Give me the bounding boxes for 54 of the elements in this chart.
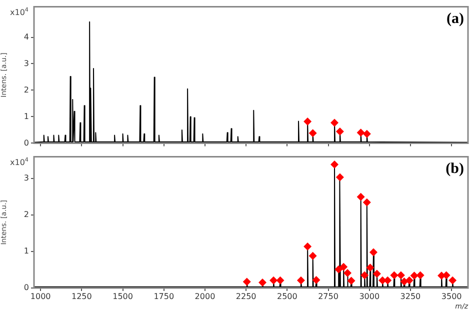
point: [258, 278, 267, 287]
y-tick-label: 4: [24, 32, 29, 42]
point: [372, 270, 381, 278]
x-tick-label: 1000: [30, 292, 51, 301]
y-tick-label: 3: [24, 58, 29, 68]
point: [308, 129, 317, 138]
annotation: (b): [446, 160, 464, 177]
x-tick-label: 3500: [441, 292, 462, 301]
point: [405, 276, 414, 284]
point: [390, 271, 398, 280]
point: [296, 276, 305, 284]
point: [396, 271, 405, 280]
point: [448, 276, 457, 284]
x-tick-label: 2250: [236, 292, 256, 301]
x-tick-label: 3000: [359, 292, 380, 301]
annotation: (a): [446, 10, 464, 27]
point: [270, 276, 278, 284]
y-tick-label: 0: [24, 283, 29, 292]
point: [362, 198, 371, 206]
point: [410, 272, 418, 280]
point: [276, 276, 284, 284]
point: [366, 264, 374, 272]
point: [340, 262, 348, 271]
y-tick-label: 2: [24, 210, 29, 220]
point: [334, 265, 343, 274]
x-tick-label: 1750: [154, 292, 174, 301]
point: [362, 130, 371, 138]
point: [330, 160, 339, 168]
point: [336, 173, 344, 182]
point: [330, 118, 339, 127]
point: [336, 128, 344, 136]
point: [356, 128, 365, 137]
point: [304, 242, 312, 250]
point: [347, 276, 356, 285]
point: [304, 117, 312, 126]
point: [356, 192, 365, 201]
point: [369, 248, 378, 256]
point: [360, 271, 369, 280]
y-tick-label: 3: [24, 174, 29, 183]
y-tick-label: 0: [24, 138, 29, 148]
y-tick-label: 1: [24, 246, 29, 256]
x-tick-label: 2750: [318, 292, 338, 301]
x-tick-label: 1250: [71, 292, 92, 301]
x-tick-label: 3250: [400, 292, 421, 301]
x-tick-label: 2000: [194, 292, 216, 301]
point: [308, 252, 317, 260]
x-tick-label: 2500: [276, 292, 298, 301]
y-tick-label: 1: [24, 112, 29, 121]
point: [344, 269, 352, 278]
point: [312, 276, 320, 284]
y-tick-label: 2: [24, 85, 29, 94]
point: [242, 278, 251, 286]
point: [416, 271, 424, 280]
x-tick-label: 1500: [112, 292, 133, 301]
